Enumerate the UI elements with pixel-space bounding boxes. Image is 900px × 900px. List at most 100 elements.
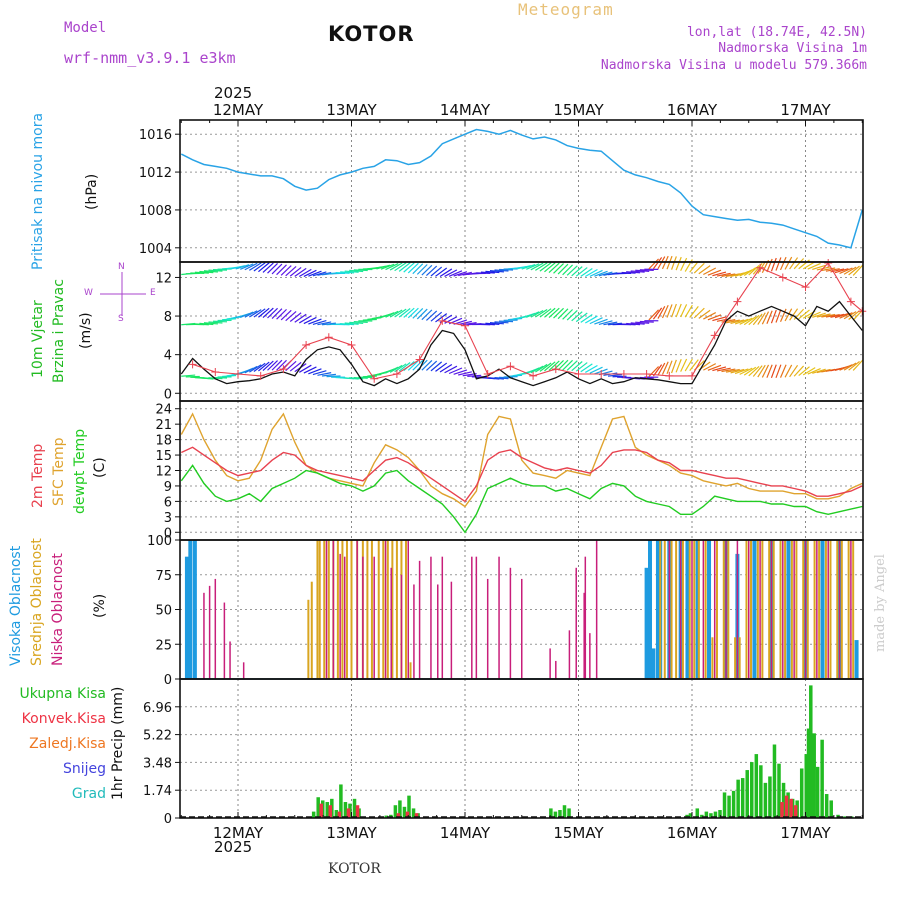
cloud-low-bar <box>793 540 795 679</box>
wind-barb <box>639 269 654 272</box>
wind-barb <box>430 311 443 322</box>
cloud-low-bar <box>407 540 409 679</box>
wind-barb <box>580 268 593 277</box>
precip-convective-bar <box>793 805 798 818</box>
wind-gust-marker <box>801 283 810 292</box>
wind-barb <box>249 364 262 373</box>
wind-barb <box>416 264 428 275</box>
wind-barb <box>639 320 654 323</box>
wind-barb <box>258 361 270 372</box>
wind-barb <box>303 269 317 277</box>
cloud-low-bar <box>390 567 392 679</box>
wind-barb <box>181 374 196 377</box>
x-tick-label-bottom: 12MAY <box>213 824 264 842</box>
wind-barb <box>262 262 274 273</box>
wind-barb <box>793 258 805 270</box>
x-tick-label-bottom: 13MAY <box>326 824 377 842</box>
wind-barb <box>426 265 438 277</box>
wind-barb <box>752 365 763 377</box>
precip-total-bar <box>407 795 411 818</box>
wind-barb <box>707 269 722 276</box>
cloud-low-bar <box>229 641 231 679</box>
wind-barb <box>748 264 760 276</box>
cloud-mid-bar <box>818 540 821 679</box>
wind-barb <box>271 359 283 371</box>
cloud-low-bar <box>214 578 217 679</box>
wind-barb <box>421 309 433 321</box>
cloud-high-bar <box>854 640 859 679</box>
wind-barb <box>739 317 753 325</box>
cloud-high-bar <box>188 540 193 679</box>
wind-barb <box>276 264 287 276</box>
wind-barb <box>489 322 504 325</box>
precip-total-bar <box>772 744 777 818</box>
wind-barb <box>689 306 699 318</box>
wind-barb <box>203 270 218 273</box>
cloud-low-bar <box>450 581 453 679</box>
cloud-low-bar <box>430 556 432 679</box>
precip-convective-bar <box>784 795 789 818</box>
wind-barb <box>494 377 509 380</box>
precip-total-bar <box>812 733 816 818</box>
wind-barb <box>353 320 368 323</box>
cloud-low-bar <box>418 560 421 679</box>
wind-barb <box>793 365 805 377</box>
pressure-line <box>180 128 864 249</box>
wind-barb <box>249 309 262 318</box>
wind-barb <box>312 271 327 277</box>
wind-barb <box>666 360 673 374</box>
cloud-mid-bar <box>318 540 321 679</box>
cloud-mid-bar <box>341 540 344 679</box>
wind-barb <box>253 362 266 372</box>
wind-barb <box>743 366 757 376</box>
cloud-low-bar <box>816 540 818 679</box>
cloud-low-bar <box>400 574 403 679</box>
precip-total-bar <box>393 805 398 818</box>
y-tick-label: 6.96 <box>143 701 172 716</box>
cloud-mid-bar <box>761 540 764 679</box>
wind-barb <box>194 271 209 274</box>
wind-gust-marker <box>302 341 311 350</box>
wind-barb <box>784 364 793 378</box>
wind-barb <box>548 360 560 371</box>
wind-gust-line <box>192 262 863 380</box>
precip-total-bar <box>709 813 713 818</box>
wind-barb <box>648 309 659 321</box>
precip-total-bar <box>713 811 718 818</box>
wind-barb <box>748 365 760 377</box>
wind-barb <box>535 262 548 271</box>
wind-barb <box>798 366 810 377</box>
wind-gust-marker <box>324 333 333 342</box>
wind-barb <box>530 309 544 318</box>
wind-barb <box>585 268 598 277</box>
wind-barb <box>467 374 482 377</box>
wind-barb <box>812 264 826 270</box>
wind-barb <box>575 267 588 277</box>
compass-s: S <box>118 314 124 324</box>
wind-barb <box>779 256 787 271</box>
wind-barb <box>244 310 258 318</box>
wind-barb <box>308 318 322 325</box>
wind-barb <box>626 322 641 326</box>
wind-barb <box>271 263 283 275</box>
cloud-low-bar <box>509 567 512 679</box>
cloud-low-bar <box>568 630 571 679</box>
y-tick-label: 50 <box>155 604 172 619</box>
y-tick-label: 100 <box>147 534 172 549</box>
wind-barb <box>421 360 433 371</box>
wind-barb <box>199 322 214 326</box>
cloud-mid-bar <box>715 540 718 679</box>
wind-gust-marker <box>415 355 424 364</box>
precip-total-bar <box>763 782 768 818</box>
y-tick-label: 0 <box>164 812 172 827</box>
precip-total-bar <box>384 815 389 818</box>
wind-barb <box>562 359 573 371</box>
cloud-mid-bar <box>795 540 798 679</box>
cloud-low-bar <box>242 662 245 679</box>
wind-barb <box>312 370 327 376</box>
temp-dewpoint-line <box>180 464 863 534</box>
wind-barb <box>294 313 307 323</box>
wind-gust-marker <box>733 297 742 306</box>
wind-barb <box>621 271 636 274</box>
station-title: KOTOR <box>328 22 415 46</box>
